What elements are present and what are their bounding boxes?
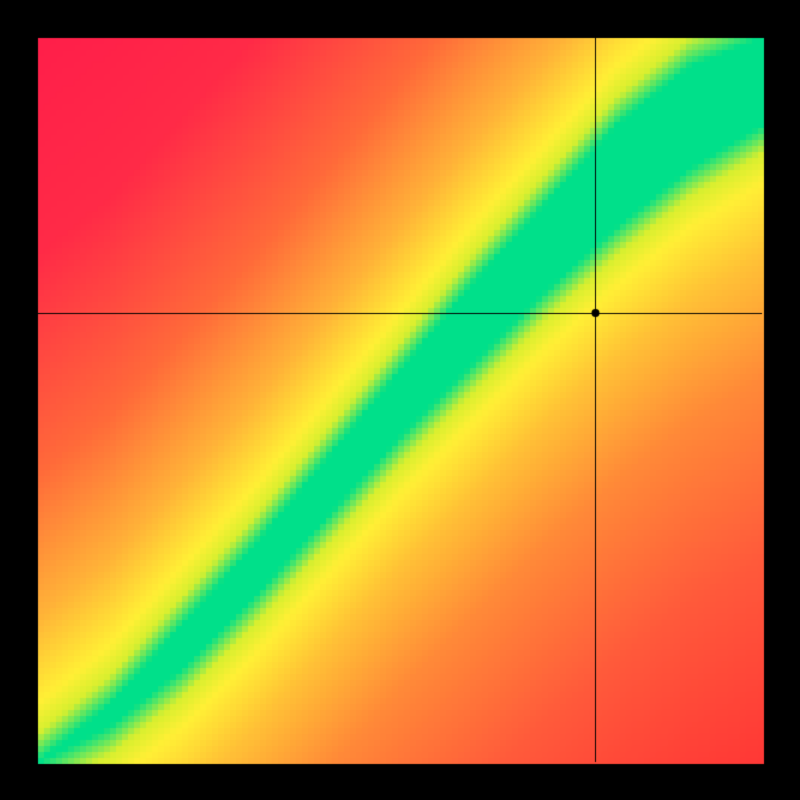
bottleneck-heatmap-canvas [0,0,800,800]
chart-container: TheBottleneck.com [0,0,800,800]
